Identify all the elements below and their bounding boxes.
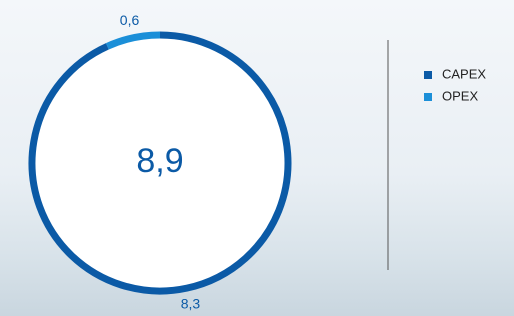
legend-label: OPEX	[442, 88, 478, 103]
value-label: 8,3	[181, 295, 201, 311]
legend-label: CAPEX	[442, 66, 486, 81]
total-label: 8,9	[136, 142, 183, 180]
chart: 8,9 8,3 0,6 CAPEX OPEX	[0, 0, 514, 316]
legend-swatch	[424, 93, 432, 101]
legend-swatch	[424, 71, 432, 79]
page: 8,9 8,30,6CAPEXOPEX (() => { const data …	[0, 0, 514, 316]
value-label: 0,6	[120, 12, 140, 28]
